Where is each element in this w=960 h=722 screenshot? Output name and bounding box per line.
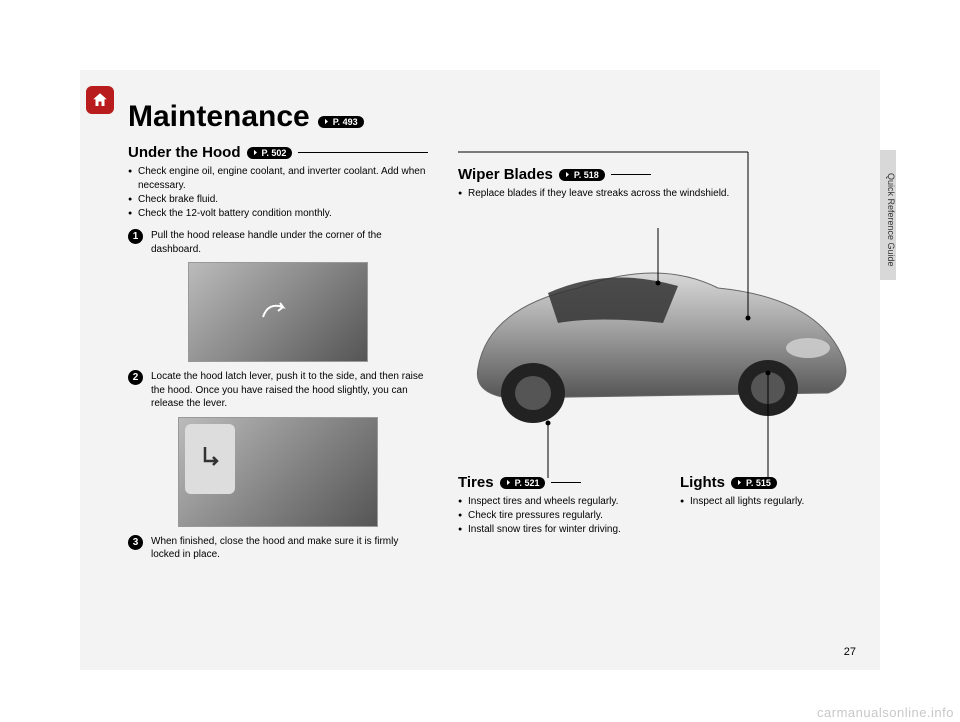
hood-latch-image	[178, 417, 378, 527]
bullet-item: Replace blades if they leave streaks acr…	[458, 187, 858, 201]
home-icon[interactable]	[86, 86, 114, 114]
under-hood-title: Under the Hood	[128, 144, 241, 161]
tires-bullets: Inspect tires and wheels regularly. Chec…	[458, 495, 658, 537]
bullet-item: Install snow tires for winter driving.	[458, 523, 658, 537]
sidebar-tab-label: Quick Reference Guide	[880, 150, 896, 280]
step-2: 2 Locate the hood latch lever, push it t…	[128, 370, 428, 411]
step-text: When finished, close the hood and make s…	[151, 535, 428, 562]
callout-connector	[611, 174, 651, 175]
callout-connector	[551, 482, 581, 483]
page-ref-lights[interactable]: P. 515	[731, 477, 777, 489]
page-ref-wiper[interactable]: P. 518	[559, 169, 605, 181]
page-ref-tires[interactable]: P. 521	[500, 477, 546, 489]
page-title: Maintenance	[128, 100, 310, 134]
lights-title: Lights	[680, 474, 725, 491]
page-ref-lights-label: P. 515	[746, 478, 771, 488]
vehicle-illustration	[458, 228, 858, 438]
step-3: 3 When finished, close the hood and make…	[128, 535, 428, 562]
step-number: 2	[128, 370, 143, 385]
lights-section: Lights P. 515 Inspect all lights regular…	[680, 474, 850, 509]
bullet-item: Inspect tires and wheels regularly.	[458, 495, 658, 509]
page-title-row: Maintenance P. 493	[128, 100, 364, 134]
tires-section: Tires P. 521 Inspect tires and wheels re…	[458, 474, 658, 537]
wiper-title: Wiper Blades	[458, 166, 553, 183]
step-number: 3	[128, 535, 143, 550]
page-ref-wiper-label: P. 518	[574, 170, 599, 180]
page-ref-main[interactable]: P. 493	[318, 116, 364, 128]
bullet-item: Check the 12-volt battery condition mont…	[128, 207, 428, 221]
wiper-bullets: Replace blades if they leave streaks acr…	[458, 187, 858, 201]
step-number: 1	[128, 229, 143, 244]
bullet-item: Check engine oil, engine coolant, and in…	[128, 165, 428, 193]
page-ref-under-hood-label: P. 502	[262, 148, 287, 158]
wiper-blades-section: Wiper Blades P. 518 Replace blades if th…	[458, 166, 858, 201]
step-text: Locate the hood latch lever, push it to …	[151, 370, 428, 411]
bullet-item: Inspect all lights regularly.	[680, 495, 850, 509]
under-the-hood-section: Under the Hood P. 502 Check engine oil, …	[128, 144, 428, 562]
page-number: 27	[844, 646, 856, 658]
page-ref-under-hood[interactable]: P. 502	[247, 147, 293, 159]
rule-line	[298, 152, 428, 153]
hood-release-image	[188, 262, 368, 362]
lights-bullets: Inspect all lights regularly.	[680, 495, 850, 509]
bullet-item: Check tire pressures regularly.	[458, 509, 658, 523]
bullet-item: Check brake fluid.	[128, 193, 428, 207]
page-ref-main-label: P. 493	[333, 117, 358, 127]
step-text: Pull the hood release handle under the c…	[151, 229, 428, 256]
tires-title: Tires	[458, 474, 494, 491]
page-ref-tires-label: P. 521	[515, 478, 540, 488]
watermark-text: carmanualsonline.info	[817, 705, 954, 720]
under-hood-bullets: Check engine oil, engine coolant, and in…	[128, 165, 428, 221]
step-1: 1 Pull the hood release handle under the…	[128, 229, 428, 256]
